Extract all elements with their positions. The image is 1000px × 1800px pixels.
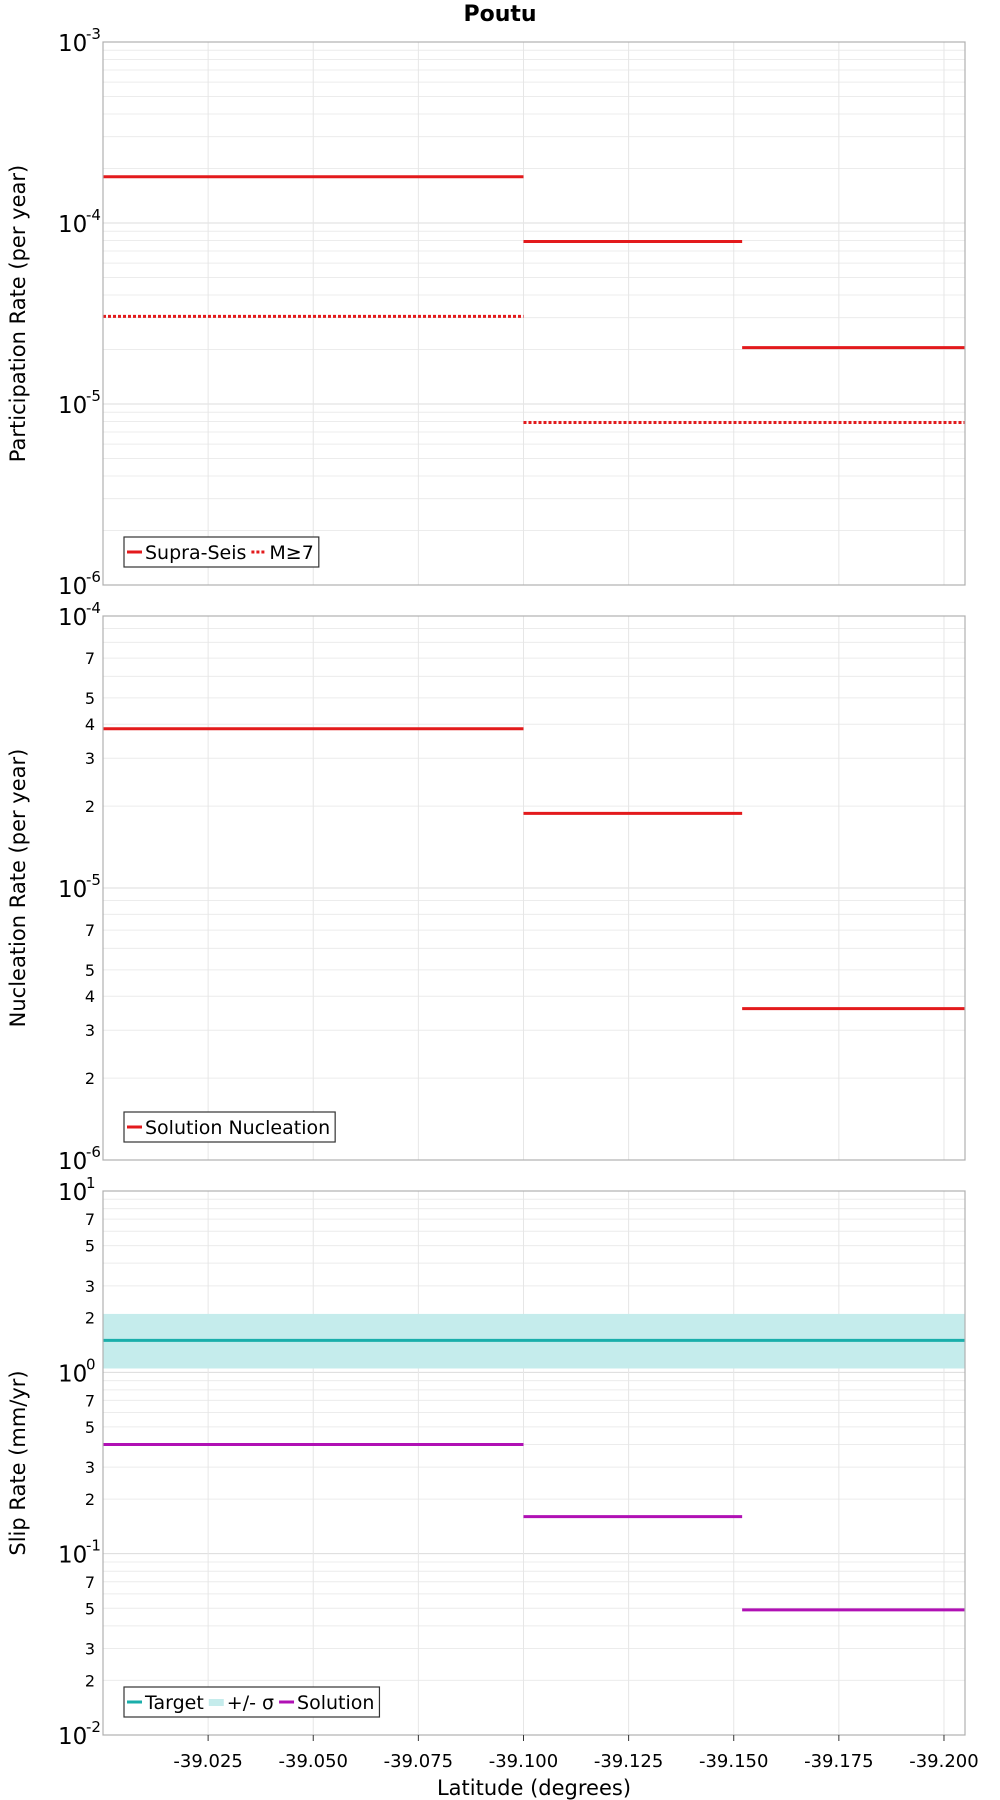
legend-box (123, 1686, 381, 1718)
y-tick-exponent: -6 (86, 568, 101, 586)
y-tick-exponent: -3 (86, 25, 101, 43)
x-tick-label: -39.100 (489, 1751, 558, 1772)
y-tick-label: 10 (58, 877, 87, 903)
plot-border (102, 615, 966, 1161)
y-tick-exponent: 1 (86, 1174, 96, 1192)
y-tick-label: 10 (58, 1361, 87, 1387)
y-tick-label: 5 (85, 961, 95, 980)
y-tick-label: 10 (58, 574, 87, 600)
y-tick-label: 3 (85, 1021, 95, 1040)
y-tick-label: 10 (58, 1180, 87, 1206)
y-tick-label: 5 (85, 689, 95, 708)
chart-title: Poutu (463, 2, 537, 27)
legend-swatch (208, 1699, 224, 1706)
y-tick-label: 7 (85, 1391, 95, 1410)
y-tick-label: 5 (85, 1418, 95, 1437)
legend-label: M≥7 (269, 542, 313, 564)
y-tick-label: 3 (85, 749, 95, 768)
plot-area (103, 1191, 965, 1735)
y-tick-label: 2 (85, 1671, 95, 1690)
legend-label: Solution (297, 1692, 374, 1714)
y-axis-label: Slip Rate (mm/yr) (6, 1370, 30, 1555)
y-tick-label: 5 (85, 1237, 95, 1256)
legend: Target +/- σ Solution (123, 1686, 381, 1718)
y-tick-exponent: -4 (86, 206, 101, 224)
y-tick-label: 10 (58, 31, 87, 57)
y-tick-label: 4 (85, 987, 95, 1006)
x-tick-label: -39.150 (699, 1751, 768, 1772)
plot-border (102, 41, 966, 586)
x-tick-label: -39.125 (594, 1751, 663, 1772)
legend-label: Solution Nucleation (145, 1117, 330, 1139)
y-tick-label: 5 (85, 1599, 95, 1618)
y-axis-label: Participation Rate (per year) (6, 165, 30, 462)
legend-box (123, 536, 320, 568)
y-tick-label: 3 (85, 1277, 95, 1296)
legend: Supra-Seis M≥7 (123, 536, 320, 568)
y-tick-label: 7 (85, 921, 95, 940)
y-tick-label: 2 (85, 1069, 95, 1088)
x-tick-label: -39.175 (804, 1751, 873, 1772)
y-axis-label: Nucleation Rate (per year) (6, 749, 30, 1028)
x-axis-label: Latitude (degrees) (437, 1776, 631, 1800)
legend-label: Supra-Seis (145, 542, 246, 564)
legend: Solution Nucleation (123, 1111, 336, 1143)
y-tick-exponent: -4 (86, 599, 101, 617)
plot-area (103, 42, 965, 585)
y-tick-exponent: -5 (86, 871, 101, 889)
y-tick-label: 10 (58, 1149, 87, 1175)
y-tick-label: 7 (85, 1210, 95, 1229)
y-tick-label: 2 (85, 797, 95, 816)
y-tick-exponent: -1 (86, 1537, 101, 1555)
y-tick-label: 10 (58, 605, 87, 631)
y-tick-exponent: 0 (86, 1355, 96, 1373)
x-tick-label: -39.025 (173, 1751, 242, 1772)
y-tick-label: 2 (85, 1490, 95, 1509)
legend-label: Target (144, 1692, 204, 1714)
x-tick-label: -39.050 (279, 1751, 348, 1772)
y-tick-label: 2 (85, 1309, 95, 1328)
y-tick-label: 4 (85, 715, 95, 734)
y-tick-label: 10 (58, 1543, 87, 1569)
plot-border (102, 1190, 966, 1736)
y-tick-label: 10 (58, 212, 87, 238)
y-tick-label: 7 (85, 649, 95, 668)
y-tick-label: 10 (58, 393, 87, 419)
y-tick-exponent: -5 (86, 387, 101, 405)
legend-box (123, 1111, 336, 1143)
y-tick-label: 10 (58, 1724, 87, 1750)
y-tick-exponent: -6 (86, 1143, 101, 1161)
y-tick-label: 7 (85, 1573, 95, 1592)
y-tick-exponent: -2 (86, 1718, 101, 1736)
x-tick-label: -39.200 (909, 1751, 978, 1772)
y-tick-label: 3 (85, 1458, 95, 1477)
y-tick-label: 3 (85, 1639, 95, 1658)
x-tick-label: -39.075 (384, 1751, 453, 1772)
legend-label: +/- σ (227, 1692, 274, 1714)
